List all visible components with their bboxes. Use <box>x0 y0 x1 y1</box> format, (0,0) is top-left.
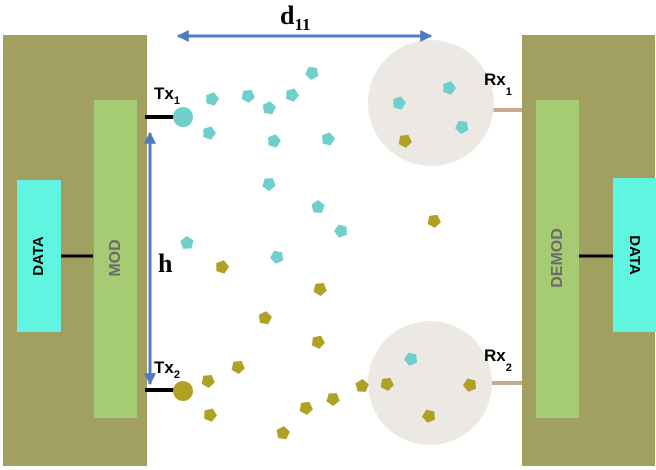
rx1-receiver-sphere <box>368 40 494 166</box>
demod-label: DEMOD <box>549 228 566 288</box>
molecule-type1 <box>305 66 319 80</box>
molecule-type1 <box>311 200 325 213</box>
tx2-label: Tx2 <box>154 358 180 381</box>
molecule-cloud <box>180 66 476 440</box>
molecule-type2 <box>258 311 272 325</box>
tx2-emitter <box>173 381 193 401</box>
data-label-right: DATA <box>626 235 643 275</box>
molecule-type2 <box>276 426 290 440</box>
molecule-type2 <box>427 214 441 228</box>
tx1-label: Tx1 <box>154 84 180 107</box>
molecule-type2 <box>231 361 245 374</box>
molecule-type2 <box>463 378 476 392</box>
molecule-type1 <box>404 352 417 366</box>
molecule-type1 <box>206 92 219 106</box>
molecule-type1 <box>334 224 347 238</box>
data-block-right <box>613 178 656 332</box>
rx2-label: Rx2 <box>484 346 512 374</box>
molecule-type1 <box>262 101 276 115</box>
molecule-type1 <box>455 120 469 134</box>
molecule-type2 <box>398 134 412 148</box>
height-label: h <box>158 249 173 278</box>
mod-block <box>94 100 137 418</box>
molecule-type2 <box>201 375 215 388</box>
molecule-type1 <box>241 89 255 103</box>
molecule-type1 <box>262 178 276 191</box>
molecule-type1 <box>270 250 284 264</box>
mod-label: MOD <box>107 239 124 276</box>
molecule-type2 <box>313 283 327 296</box>
data-label-left: DATA <box>30 236 47 276</box>
molecule-type1 <box>286 88 299 102</box>
molecule-type2 <box>326 393 340 406</box>
molecule-type2 <box>380 377 394 391</box>
molecule-type1 <box>393 96 406 110</box>
demod-block <box>536 100 579 418</box>
tx1-emitter <box>173 107 193 127</box>
molecule-type2 <box>311 335 325 349</box>
rx2-receiver-sphere <box>368 321 492 445</box>
molecule-type2 <box>204 408 217 422</box>
molecule-type2 <box>216 260 229 274</box>
molecule-type1 <box>268 134 281 148</box>
molecule-type2 <box>355 379 369 392</box>
molecule-type2 <box>299 401 313 415</box>
molecule-type1 <box>180 236 194 249</box>
molecule-type1 <box>203 126 216 140</box>
data-block-left <box>17 180 61 332</box>
molecule-type1 <box>443 81 456 95</box>
rx1-label: Rx1 <box>484 70 512 98</box>
distance-label: d11 <box>280 1 311 34</box>
molecule-type2 <box>422 409 435 423</box>
molecule-type1 <box>322 132 335 146</box>
